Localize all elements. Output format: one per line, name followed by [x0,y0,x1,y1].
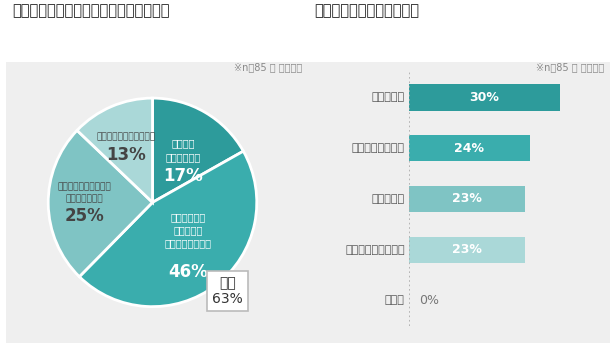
Text: 対応実施にあたっての課題: 対応実施にあたっての課題 [314,3,419,19]
Text: 対策の一部は
終えたが、
多くが残っている: 対策の一部は 終えたが、 多くが残っている [165,212,212,248]
Text: 13%: 13% [106,146,146,164]
Bar [409,186,525,212]
Text: 課題（業務への影響）に対する対応状況: 課題（業務への影響）に対する対応状況 [12,3,170,19]
Text: 0%: 0% [419,294,439,307]
Bar [409,135,530,161]
Text: 資金の不足: 資金の不足 [371,194,404,204]
Wedge shape [77,98,152,202]
Text: 46%: 46% [168,263,208,281]
Text: 対策はほぼ終えたが、
一部残っている: 対策はほぼ終えたが、 一部残っている [58,182,112,203]
Text: ※n＝85 ／ 複数回答: ※n＝85 ／ 複数回答 [234,62,302,72]
Bar [409,237,525,263]
Text: 人員の不足: 人員の不足 [371,92,404,103]
Wedge shape [79,151,257,307]
Text: 全く対策
できていない: 全く対策 できていない [165,139,201,162]
Wedge shape [152,98,243,202]
Text: 24%: 24% [454,142,484,155]
Bar [409,84,561,110]
Text: 必要な対策は全て終えた: 必要な対策は全て終えた [96,132,156,141]
Wedge shape [48,130,152,277]
Text: 25%: 25% [65,207,104,225]
Text: 法的な知見の不足: 法的な知見の不足 [352,143,404,153]
Text: 23%: 23% [452,192,482,205]
Text: その他: その他 [385,295,404,306]
FancyBboxPatch shape [6,62,308,343]
Text: 技術的な知見の不足: 技術的な知見の不足 [345,245,404,255]
Text: 17%: 17% [163,167,203,185]
FancyBboxPatch shape [308,62,610,343]
Text: 23%: 23% [452,243,482,256]
Text: 合計
63%: 合計 63% [212,276,243,306]
Text: ※n＝85 ／ 単一回答: ※n＝85 ／ 単一回答 [536,62,604,72]
Text: 30%: 30% [470,91,500,104]
